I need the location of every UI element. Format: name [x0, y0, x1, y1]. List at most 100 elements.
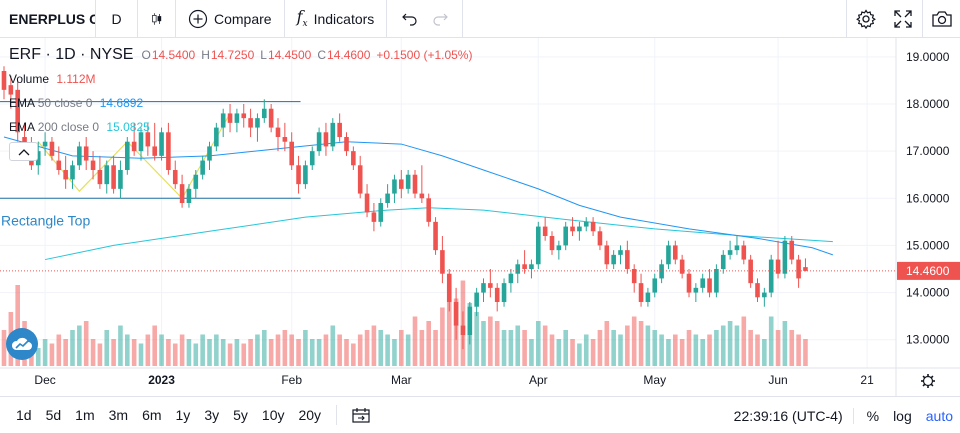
candle-body: [351, 151, 356, 166]
range-button-20y[interactable]: 20y: [298, 407, 322, 423]
volume-bar: [556, 339, 562, 366]
auto-scale-toggle[interactable]: auto: [925, 407, 953, 424]
candle-body: [590, 221, 596, 232]
legend-title: ERF · 1D · NYSE: [9, 46, 134, 63]
symbol-search-button[interactable]: ENERPLUS C: [0, 0, 96, 38]
chart-style-button[interactable]: [138, 0, 176, 38]
price-tick-label: 19.0000: [906, 50, 950, 64]
indicator-params: 50 close 0: [37, 96, 93, 110]
volume-bar: [679, 339, 685, 366]
volume-bar: [597, 330, 603, 366]
indicator-volume[interactable]: Volume 1.112M: [9, 72, 96, 86]
range-button-5d[interactable]: 5d: [45, 407, 62, 423]
clock[interactable]: 22:39:16 (UTC-4): [727, 407, 854, 424]
last-price-label: 14.4600: [906, 264, 950, 278]
candle-body: [762, 292, 767, 298]
candle-body: [693, 287, 699, 293]
fullscreen-button[interactable]: [884, 0, 922, 38]
price-tick-label: 13.0000: [906, 333, 950, 347]
volume-bar: [385, 334, 390, 366]
volume-bar: [357, 334, 363, 366]
range-button-1y[interactable]: 1y: [175, 407, 191, 423]
candle-body: [604, 245, 610, 265]
indicator-ema200[interactable]: EMA 200 close 0 15.0825: [9, 120, 150, 134]
candle-body: [494, 287, 500, 302]
volume-bar: [618, 334, 623, 366]
price-tick-label: 15.0000: [906, 238, 950, 252]
indicator-params: 200 close 0: [37, 120, 100, 134]
candle-body: [673, 245, 678, 260]
redo-icon[interactable]: [432, 12, 448, 26]
candle-body: [282, 137, 288, 142]
candle-body: [200, 160, 205, 175]
legend-collapse-button[interactable]: [9, 142, 38, 161]
candle-body: [90, 160, 96, 170]
legend-exchange: NYSE: [89, 46, 134, 63]
volume-bar: [693, 334, 699, 366]
volume-bar: [152, 325, 157, 366]
time-tick-label: Jun: [768, 373, 787, 387]
candle-body: [755, 283, 760, 298]
interval-button[interactable]: D: [96, 0, 138, 38]
compare-button[interactable]: Compare: [176, 0, 285, 38]
volume-bar: [741, 316, 747, 366]
volume-bar: [378, 330, 384, 366]
axis-settings-icon[interactable]: [921, 374, 935, 388]
volume-bar: [645, 325, 651, 366]
volume-bar: [666, 339, 671, 366]
candle-body: [659, 264, 664, 279]
volume-bar: [590, 339, 596, 366]
indicator-ema50[interactable]: EMA 50 close 0 14.6892: [9, 96, 143, 110]
volume-bar: [15, 285, 20, 366]
range-button-10y[interactable]: 10y: [261, 407, 285, 423]
plus-circle-icon: [188, 9, 208, 28]
volume-bar: [193, 343, 199, 366]
range-button-3y[interactable]: 3y: [204, 407, 220, 423]
range-button-1d[interactable]: 1d: [16, 407, 32, 423]
indicators-label: Indicators: [313, 10, 375, 27]
candle-body: [714, 269, 719, 293]
brand-logo[interactable]: [6, 328, 38, 360]
symbol-search-label: ENERPLUS C: [9, 10, 96, 27]
volume-bar: [125, 334, 130, 366]
chart-canvas[interactable]: Rectangle Top 19.0000 18.0000 17.0000 16.000…: [0, 38, 960, 396]
volume-bar: [316, 339, 322, 366]
volume-bar: [536, 321, 541, 366]
percent-toggle[interactable]: %: [866, 407, 880, 424]
snapshot-button[interactable]: [922, 0, 960, 38]
range-button-5y[interactable]: 5y: [233, 407, 248, 423]
volume-bar: [625, 325, 630, 366]
candle-body: [145, 132, 151, 147]
volume-bar: [268, 339, 274, 366]
candle-body: [337, 122, 342, 137]
high-value: 14.7250: [210, 48, 255, 62]
price-tick-label: 18.0000: [906, 97, 950, 111]
log-toggle[interactable]: log: [893, 407, 912, 424]
range-button-1m[interactable]: 1m: [75, 407, 95, 423]
range-button-6m[interactable]: 6m: [142, 407, 162, 423]
candle-body: [549, 236, 555, 251]
date-range-button[interactable]: [345, 397, 377, 433]
candle-body: [49, 141, 55, 156]
volume-bar: [63, 339, 68, 366]
volume-bar: [344, 339, 349, 366]
candle-body: [22, 137, 27, 147]
indicator-name: EMA: [9, 96, 35, 110]
candle-body: [412, 174, 418, 194]
undo-icon[interactable]: [401, 12, 418, 26]
indicators-button[interactable]: fx Indicators: [285, 0, 388, 38]
candle-body: [583, 221, 589, 227]
bottom-right-group: 22:39:16 (UTC-4) % log auto: [727, 397, 960, 433]
volume-bar: [90, 339, 96, 366]
volume-bar: [111, 339, 116, 366]
settings-button[interactable]: [846, 0, 884, 38]
volume-bar: [522, 330, 527, 366]
function-icon: fx: [296, 7, 308, 30]
volume-bar: [748, 330, 753, 366]
candle-body: [227, 113, 233, 123]
compare-label: Compare: [214, 10, 272, 27]
chevron-up-icon: [18, 148, 29, 155]
range-button-3m[interactable]: 3m: [108, 407, 129, 423]
volume-bar: [515, 325, 521, 366]
candle-body: [392, 179, 397, 194]
